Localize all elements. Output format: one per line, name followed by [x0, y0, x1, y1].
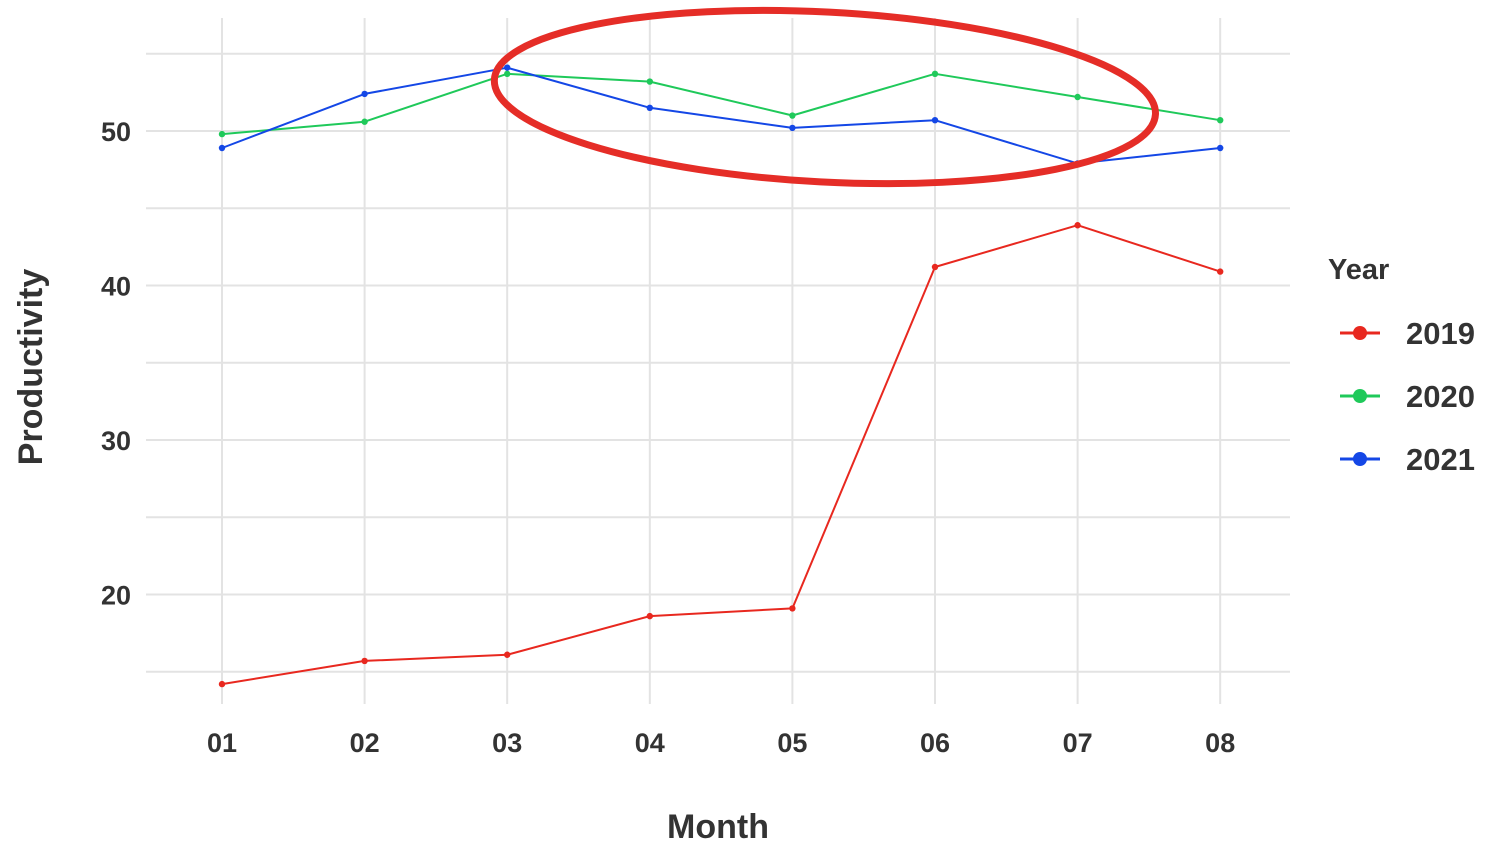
x-tick-label: 06: [920, 728, 950, 758]
legend-key-point: [1353, 452, 1367, 466]
y-tick-label: 50: [101, 117, 131, 147]
data-point: [1217, 268, 1224, 275]
data-point: [504, 70, 511, 78]
legend-label: 2021: [1406, 442, 1475, 477]
series-lines: [218, 64, 1224, 688]
highlight-ellipse: [490, 6, 1159, 188]
series-2020: [218, 70, 1224, 138]
x-tick-label: 02: [350, 728, 380, 758]
data-point: [931, 116, 939, 124]
series-line-2021: [221, 66, 1221, 165]
legend-label: 2019: [1406, 316, 1475, 351]
legend: Year 2019 2020 2021: [1328, 254, 1475, 477]
data-point: [361, 657, 368, 665]
y-tick-label: 20: [101, 581, 131, 611]
data-point: [504, 651, 511, 658]
x-tick-label: 07: [1063, 728, 1093, 758]
data-point: [646, 104, 653, 112]
x-tick-label: 04: [635, 728, 665, 758]
y-axis-tick-labels: 20 30 40 50: [101, 117, 131, 611]
data-point: [504, 64, 511, 71]
legend-label: 2020: [1406, 379, 1475, 414]
legend-item-2019: 2019: [1340, 316, 1475, 351]
series-2021: [218, 64, 1224, 167]
data-point: [789, 124, 796, 132]
x-tick-label: 01: [207, 728, 237, 758]
x-tick-label: 03: [492, 728, 522, 758]
series-line-2020: [221, 72, 1221, 136]
data-point: [931, 263, 939, 271]
data-point: [1074, 222, 1081, 229]
x-axis-title: Month: [667, 808, 769, 846]
data-point: [218, 680, 226, 688]
data-point: [1074, 93, 1081, 101]
legend-item-2020: 2020: [1340, 379, 1475, 414]
y-tick-label: 40: [101, 272, 131, 302]
legend-items: 2019 2020 2021: [1340, 316, 1475, 477]
data-point: [789, 605, 796, 612]
legend-key-point: [1353, 326, 1367, 340]
y-axis-title: Productivity: [12, 269, 50, 466]
highlight-annotation: [490, 6, 1159, 188]
data-point: [931, 70, 939, 78]
y-tick-label: 30: [101, 426, 131, 456]
data-point: [646, 612, 653, 620]
data-point: [646, 78, 653, 85]
data-point: [218, 130, 226, 138]
data-point: [789, 112, 796, 119]
legend-title: Year: [1328, 254, 1389, 286]
x-tick-label: 08: [1205, 728, 1235, 758]
legend-key-point: [1353, 389, 1367, 403]
grid-lines: [146, 18, 1290, 704]
data-point: [361, 90, 368, 98]
data-point: [1217, 144, 1224, 152]
series-2019: [218, 222, 1224, 688]
data-point: [218, 144, 226, 152]
x-axis-tick-labels: 01 02 03 04 05 06 07 08: [207, 728, 1235, 758]
data-point: [1217, 116, 1224, 124]
series-line-2019: [221, 224, 1221, 686]
legend-item-2021: 2021: [1340, 442, 1475, 477]
data-point: [361, 118, 368, 125]
x-tick-label: 05: [777, 728, 807, 758]
